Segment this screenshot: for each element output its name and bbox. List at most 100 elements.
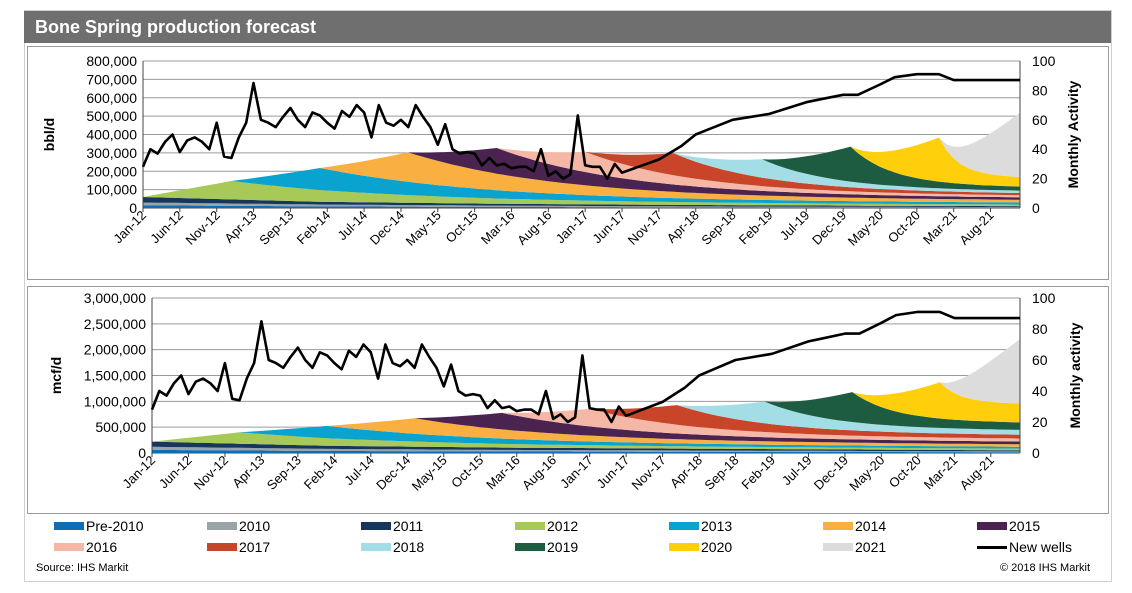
legend-item-2016: 2016 <box>54 537 117 557</box>
title-bar <box>24 11 1111 43</box>
gas-area-2018 <box>152 401 1020 442</box>
oil-area-2020 <box>143 137 1020 197</box>
gas-y-tick-label: 3,000,000 <box>84 290 146 306</box>
legend-label: 2020 <box>701 539 733 555</box>
oil-x-tick-label: Nov-12 <box>183 208 223 248</box>
oil-x-tick-label: Oct-20 <box>885 208 923 246</box>
legend-label: 2011 <box>393 518 424 534</box>
legend-label: 2010 <box>239 518 271 534</box>
legend-label: 2021 <box>855 539 887 555</box>
gas-area-2015 <box>152 412 1020 445</box>
oil-x-tick-label: Jan-17 <box>553 208 592 247</box>
legend-item-2014: 2014 <box>823 516 886 536</box>
oil-y-tick-label: 300,000 <box>86 145 137 161</box>
oil-line-new-wells <box>141 72 1020 180</box>
oil-x-tick-label: May-15 <box>403 208 444 249</box>
gas-y2-tick-label: 20 <box>1032 414 1048 430</box>
gas-area-2014 <box>152 418 1020 447</box>
oil-area-2014 <box>143 152 1020 203</box>
copyright-note: © 2018 IHS Markit <box>999 562 1090 574</box>
gas-x-tick-label: Apr-13 <box>229 453 267 491</box>
gas-x-tick-label: Sep-18 <box>701 453 741 493</box>
oil-area-2012 <box>143 181 1020 207</box>
gas-area-2020 <box>152 382 1020 442</box>
legend-swatch <box>669 522 699 530</box>
oil-x-tick-label: Dec-14 <box>367 208 407 248</box>
legend-label: 2012 <box>547 518 579 534</box>
legend-item-2020: 2020 <box>669 537 732 557</box>
gas-x-tick-label: Jan-17 <box>557 453 596 492</box>
oil-y-tick-label: 200,000 <box>86 163 137 179</box>
gas-x-tick-label: Jul-14 <box>341 453 377 489</box>
oil-area-2015 <box>143 148 1020 200</box>
oil-x-tick-label: Jun-17 <box>589 208 628 247</box>
legend-swatch <box>54 543 84 551</box>
gas-x-tick-label: Nov-12 <box>191 453 231 493</box>
gas-y2-axis-title: Monthly activity <box>1067 322 1083 428</box>
oil-x-tick-label: Jul-19 <box>777 208 813 244</box>
oil-y-tick-label: 100,000 <box>86 182 137 198</box>
oil-area-2019 <box>143 146 1020 197</box>
legend-label: 2015 <box>1009 518 1041 534</box>
gas-area-2016 <box>152 408 1020 442</box>
legend-swatch <box>669 543 699 551</box>
oil-y-tick-label: 500,000 <box>86 108 137 124</box>
gas-x-tick-label: Sep-13 <box>264 453 304 493</box>
legend-swatch <box>823 543 853 551</box>
gas-x-tick-label: Mar-16 <box>483 453 523 493</box>
oil-y2-tick-label: 60 <box>1032 112 1048 128</box>
gas-x-tick-label: Oct-20 <box>886 453 924 491</box>
gas-x-tick-label: Feb-19 <box>738 453 778 493</box>
gas-x-tick-label: Oct-15 <box>448 453 486 491</box>
oil-y2-tick-label: 0 <box>1032 200 1040 216</box>
oil-x-tick-label: Dec-19 <box>809 208 849 248</box>
legend-swatch <box>977 545 1007 549</box>
oil-x-tick-label: Nov-17 <box>625 208 665 248</box>
oil-x-tick-label: Mar-21 <box>920 208 960 248</box>
legend: Pre-2010 2010 2011 2012 2013 2014 2015 2016 2017… <box>54 516 1094 560</box>
oil-y-tick-label: 800,000 <box>86 53 137 69</box>
gas-area-2019 <box>152 392 1020 442</box>
legend-label: 2019 <box>547 539 579 555</box>
oil-area-2011 <box>143 197 1020 208</box>
gas-y-tick-label: 1,500,000 <box>84 368 146 384</box>
legend-swatch <box>977 522 1007 530</box>
oil-y-tick-label: 0 <box>129 200 137 216</box>
gas-y2-tick-label: 80 <box>1032 321 1048 337</box>
gas-area-2013 <box>152 425 1020 449</box>
oil-x-tick-label: Feb-14 <box>294 208 334 248</box>
legend-label: 2013 <box>701 518 733 534</box>
legend-item-pre-2010: Pre-2010 <box>54 516 144 536</box>
oil-y-axis-title: bbl/d <box>41 118 57 151</box>
gas-y2-tick-label: 0 <box>1032 445 1040 461</box>
legend-item-2011: 2011 <box>361 516 423 536</box>
oil-x-tick-label: Aug-16 <box>514 208 554 248</box>
legend-swatch <box>207 522 237 530</box>
gas-area-2010 <box>152 446 1020 453</box>
oil-y-tick-label: 700,000 <box>86 71 137 87</box>
gas-area-2011 <box>152 441 1020 452</box>
legend-item-2010: 2010 <box>207 516 270 536</box>
gas-y2-tick-label: 60 <box>1032 352 1048 368</box>
oil-y2-tick-label: 80 <box>1032 82 1048 98</box>
legend-item-2018: 2018 <box>361 537 424 557</box>
legend-swatch <box>54 522 84 530</box>
legend-label: New wells <box>1009 539 1073 555</box>
oil-x-tick-label: Sep-13 <box>256 208 296 248</box>
legend-swatch <box>207 543 237 551</box>
gas-x-tick-label: Feb-14 <box>301 453 341 493</box>
gas-area-pre-2010 <box>152 449 1020 453</box>
legend-swatch <box>361 543 391 551</box>
gas-x-tick-label: Aug-16 <box>519 453 559 493</box>
gas-x-tick-label: Jun-17 <box>594 453 633 492</box>
gas-y-tick-label: 2,500,000 <box>84 316 146 332</box>
gas-y-tick-label: 2,000,000 <box>84 342 146 358</box>
oil-area-2017 <box>143 148 1020 197</box>
gas-y-tick-label: 1,000,000 <box>84 393 146 409</box>
oil-y2-tick-label: 40 <box>1032 141 1048 157</box>
gas-x-tick-label: Nov-17 <box>628 453 668 493</box>
chart-title: Bone Spring production forecast <box>35 17 317 37</box>
oil-y-tick-label: 600,000 <box>86 90 137 106</box>
oil-x-tick-label: Sep-18 <box>698 208 738 248</box>
oil-x-tick-label: May-20 <box>845 208 886 249</box>
